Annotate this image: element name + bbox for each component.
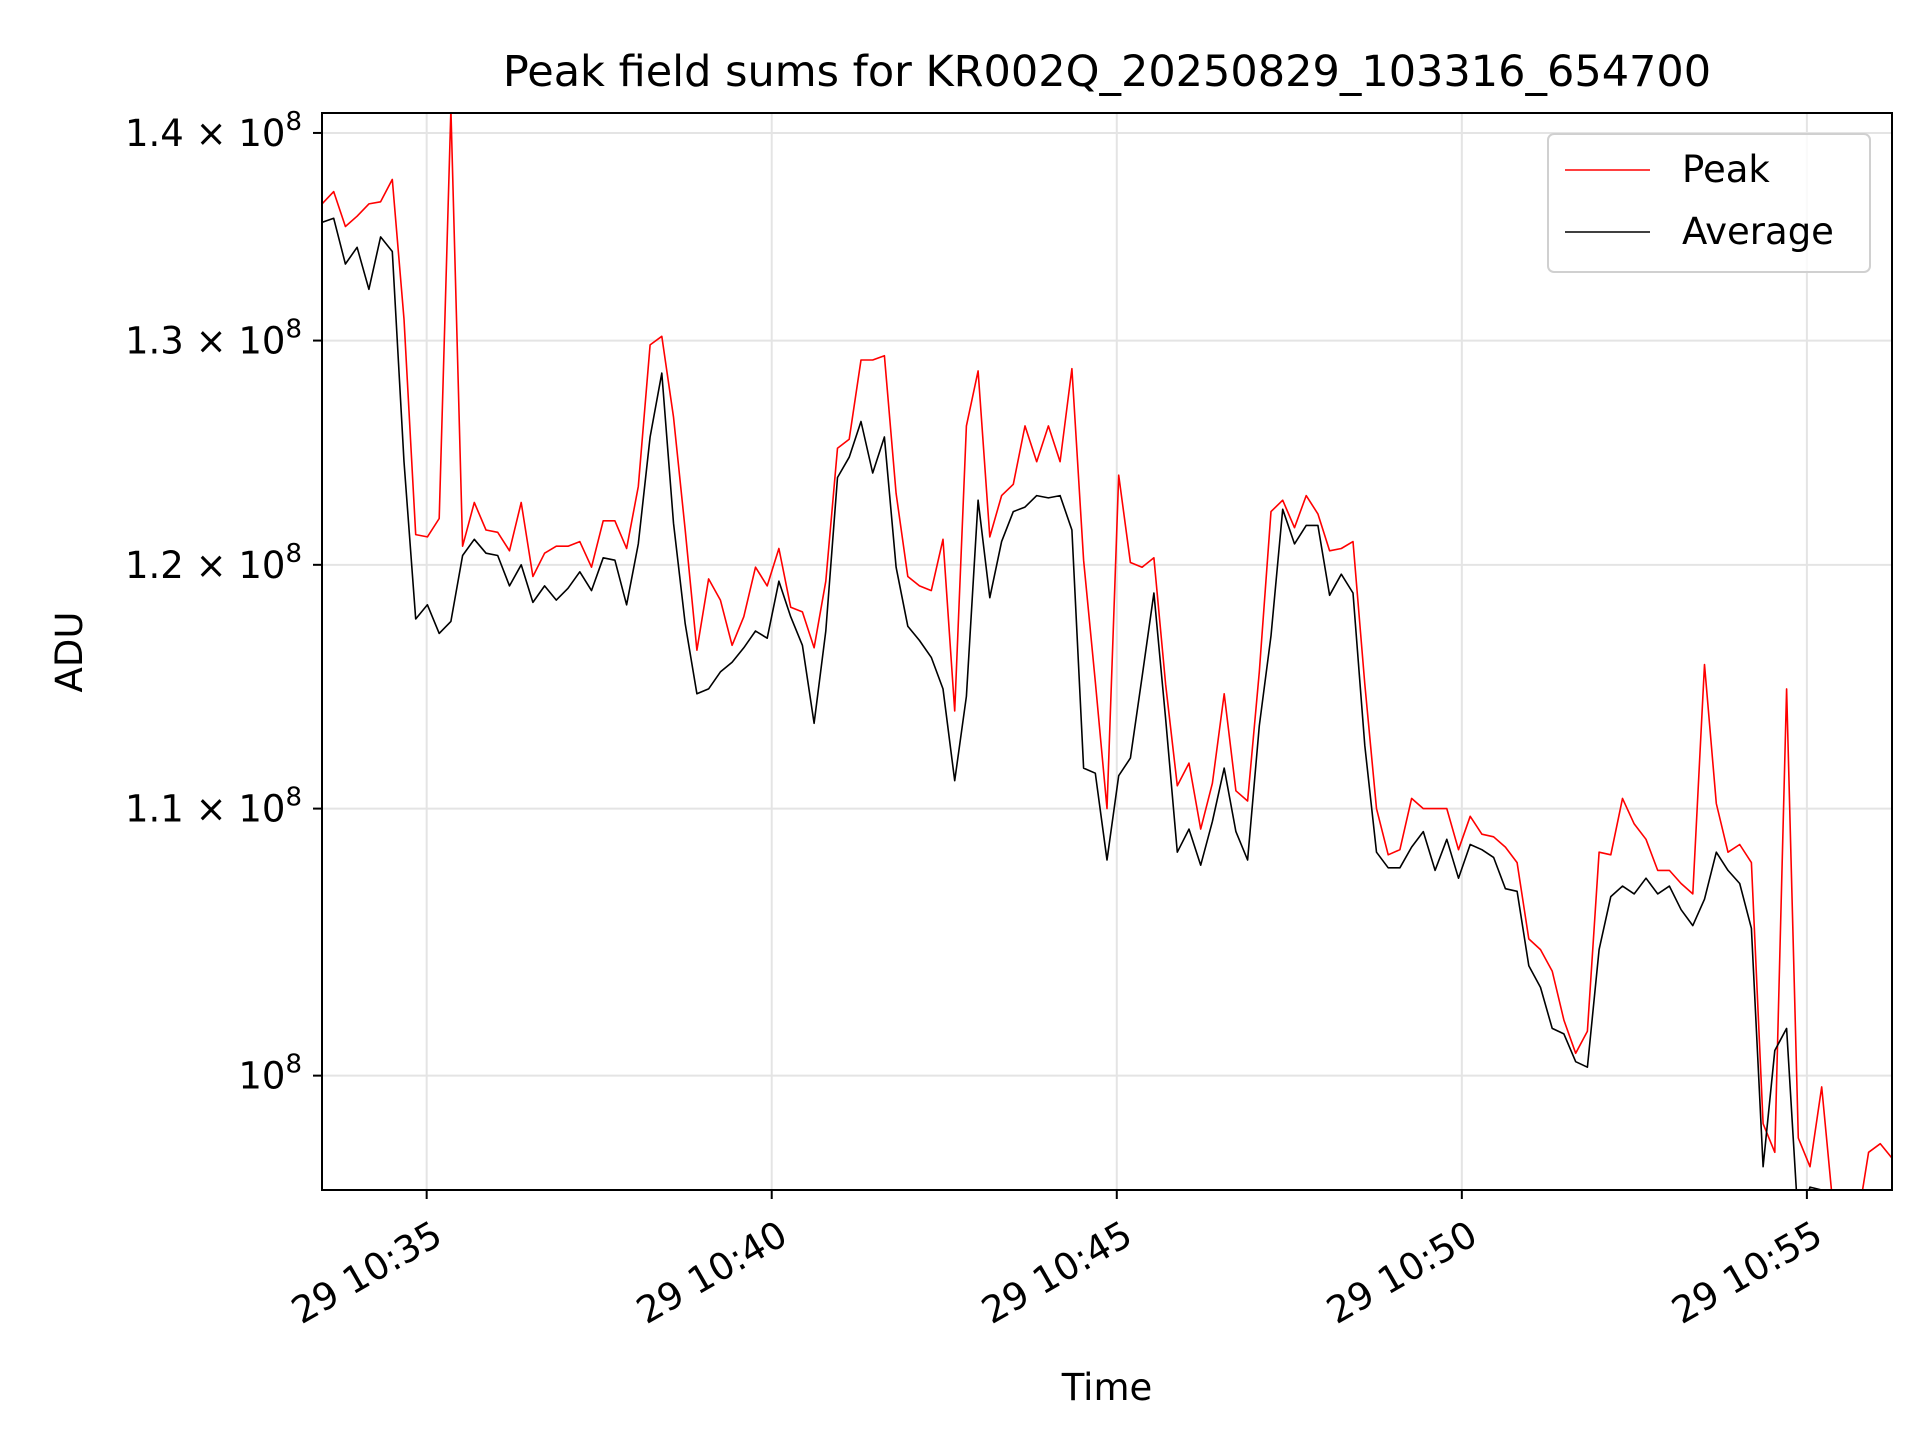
series-average-line [322,217,1883,1190]
y-axis-label: ADU [48,612,91,693]
series-lines [322,113,1892,1190]
legend-peak-label: Peak [1682,148,1770,191]
axes-frame [321,112,1893,1191]
y-tick-label: 1.2 × 108 [125,539,302,587]
legend-average-label: Average [1682,210,1834,253]
y-tick-label: 108 [238,1050,302,1098]
y-tick-label: 1.3 × 108 [125,315,302,363]
x-axis-label: Time [1061,1366,1153,1409]
series-peak-line [322,113,1892,1190]
y-tick-label: 1.4 × 108 [125,107,302,155]
legend: Peak Average [1547,133,1871,273]
chart-title: Peak field sums for KR002Q_20250829_1033… [503,47,1711,97]
y-tick-label: 1.1 × 108 [125,783,302,831]
legend-box [1547,133,1871,273]
